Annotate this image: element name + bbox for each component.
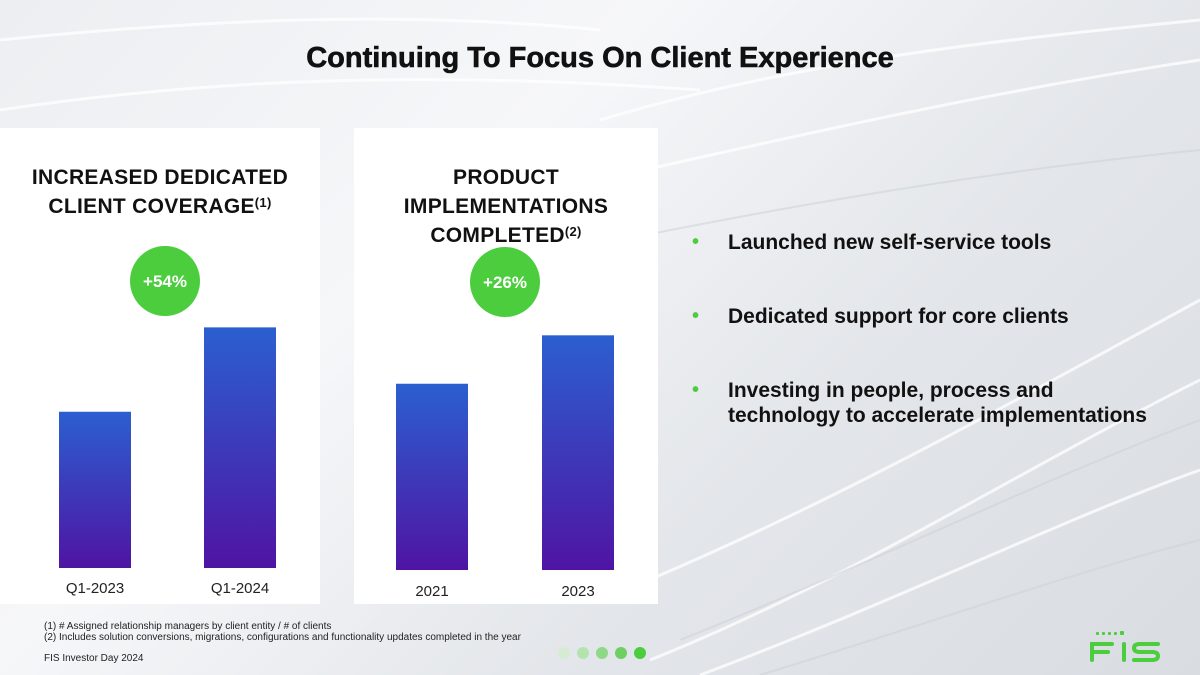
- footer-text: FIS Investor Day 2024: [44, 653, 144, 664]
- chart-panel-implementations: PRODUCT IMPLEMENTATIONS COMPLETED(2) 202…: [354, 128, 658, 604]
- bar-Q1-2024: [204, 327, 276, 568]
- bar-2021: [396, 383, 468, 570]
- chart-title: INCREASED DEDICATED CLIENT COVERAGE(1): [0, 163, 320, 221]
- list-item: • Dedicated support for core clients: [692, 304, 1152, 329]
- chart-panel-client-coverage: INCREASED DEDICATED CLIENT COVERAGE(1) Q…: [0, 128, 320, 604]
- chart-title-line: INCREASED DEDICATED: [31, 166, 289, 189]
- chart-title: PRODUCT IMPLEMENTATIONS COMPLETED(2): [354, 163, 658, 250]
- x-tick-label: Q1-2023: [66, 580, 124, 597]
- footnote-ref: (2): [564, 224, 582, 239]
- footnotes: (1) # Assigned relationship managers by …: [44, 621, 521, 643]
- chart-title-line-text: COMPLETED: [430, 224, 565, 247]
- progress-dot: [596, 647, 608, 659]
- change-badge: [470, 247, 540, 317]
- bullet-icon: •: [692, 231, 700, 253]
- highlights-list: • Launched new self-service tools • Dedi…: [692, 230, 1152, 428]
- change-badge: [130, 246, 200, 316]
- progress-dot: [577, 647, 589, 659]
- list-item: • Investing in people, process and techn…: [692, 378, 1152, 428]
- bar-chart-implementations: 2021 2023 +26%: [396, 247, 614, 600]
- bar-Q1-2023: [59, 411, 131, 568]
- change-badge-label: +26%: [483, 273, 527, 292]
- page-title: Continuing To Focus On Client Experience: [306, 42, 894, 75]
- list-item: • Launched new self-service tools: [692, 230, 1152, 255]
- list-item-text: Launched new self-service tools: [728, 231, 1052, 254]
- bullet-icon: •: [692, 379, 700, 401]
- list-item-text: Dedicated support for core clients: [728, 305, 1069, 328]
- x-tick-label: 2023: [561, 583, 594, 600]
- bar-2023: [542, 335, 614, 570]
- footnote: (2) Includes solution conversions, migra…: [44, 632, 521, 643]
- chart-title-line: CLIENT COVERAGE(1): [0, 192, 320, 221]
- chart-title-line-text: CLIENT COVERAGE: [48, 195, 255, 218]
- x-tick-label: 2021: [415, 583, 448, 600]
- footnote-ref: (1): [254, 195, 272, 210]
- progress-dot: [615, 647, 627, 659]
- chart-title-line: COMPLETED(2): [354, 221, 658, 250]
- list-item-text: Investing in people, process and technol…: [728, 379, 1147, 427]
- chart-title-line: PRODUCT: [453, 166, 559, 189]
- x-tick-label: Q1-2024: [211, 580, 269, 597]
- chart-title-line: IMPLEMENTATIONS: [403, 195, 609, 218]
- fis-logo-icon: [1090, 631, 1161, 662]
- bar-chart-client-coverage: Q1-2023 Q1-2024 +54%: [59, 246, 276, 597]
- bullet-icon: •: [692, 305, 700, 327]
- footnote: (1) # Assigned relationship managers by …: [44, 621, 332, 632]
- progress-dot: [634, 647, 646, 659]
- change-badge-label: +54%: [143, 272, 187, 291]
- progress-dot: [558, 647, 570, 659]
